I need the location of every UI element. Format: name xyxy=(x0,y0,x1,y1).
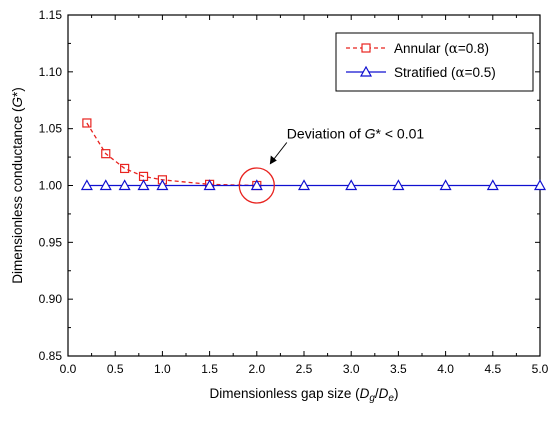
y-tick-label: 1.15 xyxy=(39,8,63,22)
y-tick-label: 1.05 xyxy=(39,122,63,136)
x-tick-label: 3.5 xyxy=(390,362,407,376)
annotation-text: Deviation of G* < 0.01 xyxy=(287,126,425,142)
data-point-triangle xyxy=(392,179,405,191)
annotation-circle xyxy=(238,167,275,204)
x-tick-label: 4.5 xyxy=(484,362,501,376)
y-tick-label: 0.90 xyxy=(39,292,63,306)
data-point-triangle xyxy=(439,179,452,191)
data-point-square xyxy=(120,163,130,174)
x-axis-title: Dimensionless gap size (Dg/De) xyxy=(210,386,399,404)
data-point-triangle xyxy=(345,179,358,191)
x-tick-label: 0.5 xyxy=(107,362,124,376)
data-point-square xyxy=(101,149,111,159)
data-point-triangle xyxy=(297,179,311,191)
data-point-triangle xyxy=(203,179,216,191)
x-tick-label: 3.0 xyxy=(343,362,360,376)
y-tick-label: 0.95 xyxy=(39,235,63,249)
series-stratified xyxy=(80,179,547,191)
legend-label: Annular (α=0.8) xyxy=(394,41,489,57)
y-tick-label: 0.85 xyxy=(39,349,63,363)
data-point-triangle xyxy=(533,179,547,191)
series-annular xyxy=(82,118,262,191)
annotation-arrow-line xyxy=(272,142,288,161)
data-point-triangle xyxy=(250,179,263,191)
data-point-triangle xyxy=(156,179,169,191)
y-axis-title: Dimensionless conductance (G*) xyxy=(10,87,25,284)
series-line xyxy=(86,122,257,187)
data-point-triangle xyxy=(80,179,93,191)
y-tick-label: 1.00 xyxy=(39,179,63,193)
annotation-arrowhead xyxy=(269,155,277,165)
x-tick-label: 5.0 xyxy=(532,362,549,376)
legend-box xyxy=(335,32,534,92)
x-tick-label: 2.0 xyxy=(248,362,265,376)
data-point-triangle xyxy=(486,179,499,191)
legend-label: Stratified (α=0.5) xyxy=(394,65,496,81)
x-tick-label: 1.5 xyxy=(201,362,218,376)
legend: Annular (α=0.8) Stratified (α=0.5) xyxy=(335,32,534,92)
y-tick-label: 1.10 xyxy=(39,65,63,79)
legend-marker-triangle xyxy=(359,65,373,77)
x-tick-label: 0.0 xyxy=(60,362,77,376)
data-point-square xyxy=(82,118,92,128)
legend-marker-square xyxy=(361,43,371,53)
data-point-triangle xyxy=(99,179,112,191)
data-point-triangle xyxy=(118,179,131,191)
x-tick-label: 4.0 xyxy=(437,362,454,376)
data-point-triangle xyxy=(137,179,150,191)
x-tick-label: 2.5 xyxy=(296,362,313,376)
x-tick-label: 1.0 xyxy=(154,362,171,376)
